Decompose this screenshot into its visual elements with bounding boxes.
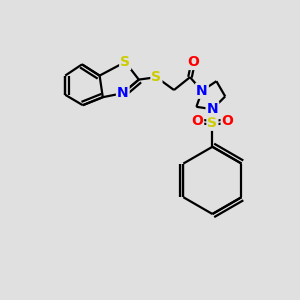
Text: N: N [117,86,129,100]
Text: S: S [207,116,218,130]
Text: N: N [196,84,208,98]
Text: N: N [207,102,218,116]
Text: O: O [187,55,199,69]
Text: S: S [152,70,161,84]
Text: O: O [222,114,233,128]
Text: S: S [120,55,130,69]
Text: O: O [191,114,203,128]
